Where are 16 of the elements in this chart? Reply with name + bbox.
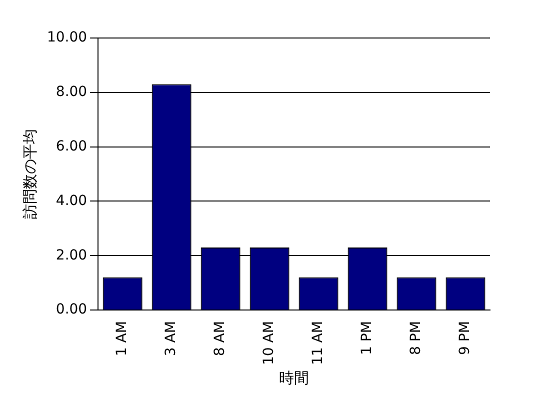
x-tick-label: 9 PM: [457, 321, 474, 355]
y-tick-label: 0.00: [56, 302, 88, 318]
x-tick-label: 8 PM: [408, 321, 424, 355]
x-axis-title: 時間: [279, 368, 310, 387]
x-tick-label: 1 AM: [114, 321, 130, 356]
y-tick-label: 8.00: [56, 84, 88, 100]
y-tick-label: 10.00: [46, 30, 88, 46]
x-tick-label: 11 AM: [310, 321, 326, 365]
x-tick-label: 8 AM: [212, 321, 228, 356]
x-tick-label: 3 AM: [163, 321, 180, 356]
y-tick-label: 4.00: [56, 192, 88, 209]
y-tick-label: 6.00: [56, 138, 88, 154]
x-tick-label: 10 AM: [261, 321, 278, 365]
y-tick-label: 2.00: [56, 247, 88, 264]
x-tick-label: 1 PM: [359, 321, 376, 355]
y-axis-title: 訪問数の平均: [20, 129, 39, 220]
